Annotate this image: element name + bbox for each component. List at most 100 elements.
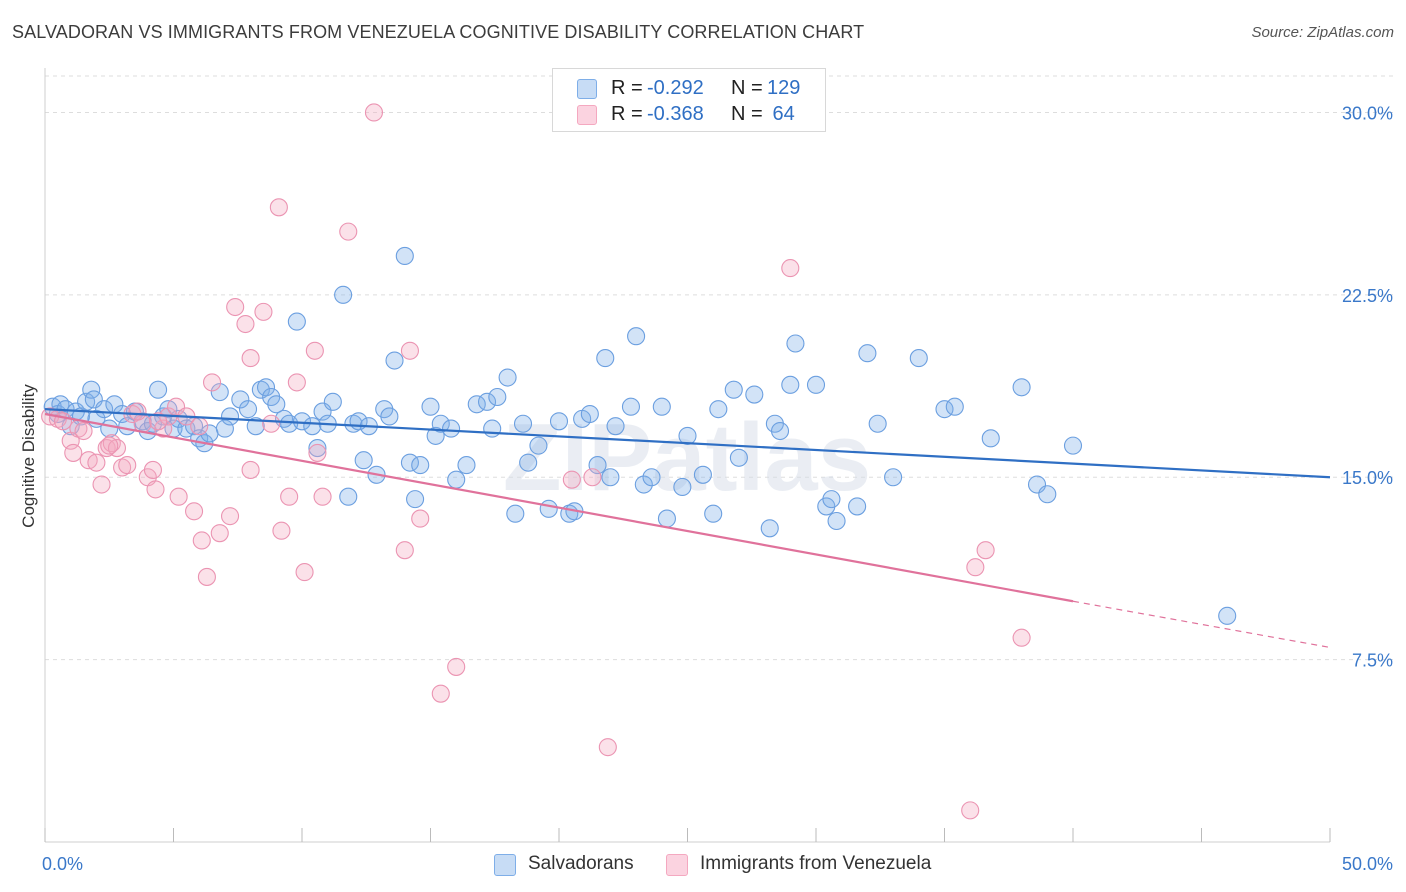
- salvadoran-point: [442, 419, 461, 438]
- venezuela-point: [100, 436, 119, 455]
- salvadoran-point: [488, 387, 507, 407]
- salvadoran-point: [760, 519, 779, 538]
- venezuela-point: [197, 567, 216, 586]
- salvadoran-point: [693, 465, 712, 484]
- venezuela-point: [272, 521, 291, 540]
- salvadoran-point: [729, 448, 748, 467]
- salvadoran-point: [549, 412, 569, 431]
- salvadoran-point: [513, 414, 533, 433]
- venezuela-point: [241, 349, 260, 368]
- watermark: ZIPatlas: [503, 404, 871, 511]
- venezuela-point: [185, 502, 204, 521]
- bottom-legend-swatch-pink: [666, 854, 688, 876]
- salvadoran-point: [884, 468, 903, 487]
- salvadoran-point: [457, 456, 476, 475]
- legend-n-value: 129: [767, 77, 801, 99]
- salvadoran-point: [395, 246, 414, 265]
- salvadoran-point: [770, 421, 790, 441]
- salvadoran-point: [220, 407, 240, 426]
- venezuela-point: [236, 314, 255, 334]
- venezuela-point: [431, 684, 450, 703]
- venezuela-point: [113, 458, 132, 477]
- venezuela-point: [308, 443, 327, 462]
- venezuela-point: [102, 434, 121, 453]
- salvadoran-point: [339, 487, 358, 506]
- venezuela-point: [64, 443, 83, 462]
- salvadoran-point: [1038, 485, 1057, 504]
- salvadoran-point: [251, 380, 270, 399]
- salvadoran-point: [848, 497, 867, 516]
- salvadoran-point: [406, 490, 425, 509]
- salvadoran-point: [477, 392, 497, 411]
- venezuela-point: [583, 468, 602, 487]
- legend-r-value: -0.368: [647, 103, 704, 125]
- venezuela-point: [74, 421, 93, 441]
- salvadoran-point: [806, 375, 826, 394]
- venezuela-point: [313, 487, 332, 506]
- salvadoran-point: [678, 426, 697, 445]
- salvadoran-point: [431, 414, 450, 433]
- salvadoran-point: [529, 436, 548, 455]
- venezuela-point: [241, 460, 260, 479]
- salvadoran-point: [380, 407, 399, 426]
- chart-title: SALVADORAN VS IMMIGRANTS FROM VENEZUELA …: [12, 22, 865, 42]
- venezuela-point: [146, 480, 165, 499]
- salvadoran-point: [246, 417, 265, 436]
- salvadoran-point: [709, 400, 728, 419]
- trend-lines: [44, 408, 1331, 649]
- venezuela-point: [364, 103, 384, 122]
- venezuela-point: [961, 801, 980, 820]
- legend-swatch-pink: [577, 105, 597, 125]
- legend-n-label: N =: [731, 103, 763, 125]
- legend-r-value: -0.292: [647, 77, 704, 99]
- salvadoran-point: [287, 312, 306, 331]
- salvadoran-point: [822, 490, 841, 509]
- venezuela-point: [87, 453, 106, 472]
- venezuela-point: [203, 373, 222, 392]
- salvadoran-point: [909, 349, 928, 368]
- legend-n-value: 64: [767, 103, 795, 125]
- salvadoran-point: [498, 368, 517, 387]
- venezuela-point: [562, 470, 581, 489]
- venezuela-point: [254, 302, 273, 321]
- venezuela-point: [118, 456, 137, 475]
- salvadoran-point: [642, 468, 661, 487]
- salvadoran-trend-line: [44, 408, 1331, 479]
- venezuela-point: [447, 657, 466, 676]
- salvadoran-point: [781, 375, 800, 394]
- salvadoran-point: [627, 327, 646, 346]
- salvadoran-point: [601, 468, 620, 487]
- salvadoran-point: [539, 499, 558, 518]
- correlation-legend: R = -0.292 N = 129 R = -0.368 N = 64: [552, 68, 826, 132]
- bottom-legend-label: Salvadorans: [528, 853, 634, 874]
- salvadoran-point: [421, 397, 440, 416]
- venezuela-point: [262, 414, 281, 433]
- salvadoran-point: [673, 477, 692, 497]
- venezuela-point: [339, 222, 358, 241]
- salvadoran-point: [786, 334, 805, 353]
- salvadoran-point: [580, 404, 599, 424]
- y-axis-label: Cognitive Disability: [19, 384, 38, 528]
- salvadoran-point: [1063, 436, 1083, 455]
- venezuela-point: [220, 507, 240, 526]
- salvadoran-point: [303, 417, 322, 436]
- venezuela-point: [128, 402, 147, 421]
- salvadoran-point: [354, 451, 373, 470]
- salvadoran-point: [868, 414, 887, 433]
- salvadoran-point: [267, 395, 286, 414]
- salvadoran-point: [621, 397, 641, 416]
- venezuela-point: [598, 738, 617, 757]
- salvadoran-point: [344, 414, 363, 433]
- venezuela-point: [149, 412, 168, 431]
- legend-r-label: R =: [611, 77, 643, 99]
- salvadoran-point: [827, 511, 846, 531]
- salvadoran-point: [745, 385, 764, 404]
- salvadoran-point: [334, 285, 353, 304]
- venezuela-point: [192, 531, 211, 550]
- salvadoran-point: [724, 380, 743, 399]
- y-tick-label: 30.0%: [1342, 103, 1393, 123]
- salvadoran-point: [506, 504, 525, 523]
- y-tick-label: 7.5%: [1352, 651, 1393, 671]
- salvadoran-point: [634, 475, 653, 494]
- venezuela-point: [411, 509, 430, 528]
